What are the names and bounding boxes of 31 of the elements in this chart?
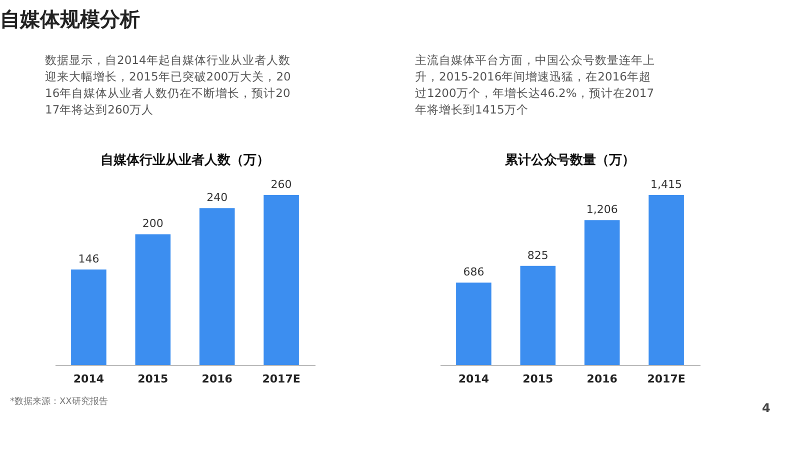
x-tick-label: 2014 bbox=[73, 372, 104, 386]
x-tick-label: 2016 bbox=[586, 372, 618, 386]
text: 4 bbox=[762, 401, 770, 415]
x-tick-label: 2017E bbox=[262, 372, 300, 386]
text: 数据显示，自2014年起自媒体行业从业者人数迎来大幅增长，2015年已突破200万大关，2016年自媒体从业者人数仍在不断增长，预计2017年将达到260万人 bbox=[45, 53, 291, 116]
text: 主流自媒体平台方面，中国公众号数量连年上升，2015-2016年间增速迅猛，在2016年超过1200万个，年增长达46.2%，预计在2017年将增长到1415万个 bbox=[415, 53, 655, 116]
bar bbox=[71, 270, 106, 365]
bar bbox=[648, 195, 684, 365]
data-label: 1,206 bbox=[586, 203, 618, 216]
bar bbox=[520, 266, 556, 365]
bar bbox=[199, 208, 235, 365]
x-tick-label: 2015 bbox=[522, 372, 554, 386]
bar bbox=[456, 282, 492, 365]
data-label: 260 bbox=[270, 178, 292, 191]
bar bbox=[584, 220, 620, 365]
data-label: 825 bbox=[527, 248, 548, 262]
data-label: 686 bbox=[463, 266, 484, 279]
data-label: 1,415 bbox=[650, 178, 682, 191]
text: 自媒体规模分析 bbox=[0, 7, 140, 31]
chart-title: 累计公众号数量（万） bbox=[504, 153, 635, 168]
data-label: 240 bbox=[206, 191, 228, 204]
data-label: 200 bbox=[142, 217, 164, 230]
bar bbox=[264, 195, 299, 365]
chart-title: 自媒体行业从业者人数（万） bbox=[100, 153, 270, 168]
x-tick-label: 2015 bbox=[138, 372, 168, 386]
bar bbox=[135, 234, 171, 365]
text: *数据来源：XX研究报告 bbox=[10, 396, 108, 407]
x-tick-label: 2016 bbox=[202, 372, 233, 386]
x-tick-label: 2017E bbox=[647, 372, 686, 386]
x-tick-label: 2014 bbox=[458, 372, 490, 386]
data-label: 146 bbox=[78, 252, 100, 266]
